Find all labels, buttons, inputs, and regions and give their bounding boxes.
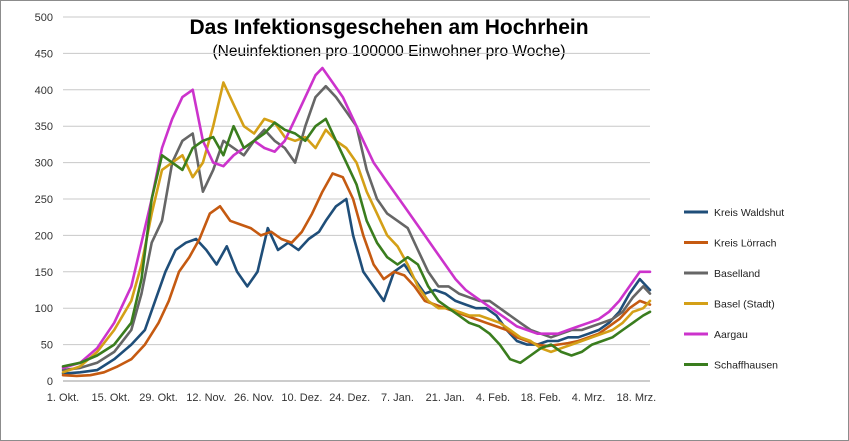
legend-label: Aargau [714, 329, 748, 341]
series-lines [61, 66, 652, 378]
y-axis-ticks: 0 50 100 150 200 250 300 350 400 450 500 [35, 12, 53, 388]
series-line-6 [61, 117, 652, 368]
x-tick-label: 29. Okt. [139, 392, 178, 404]
y-tick-label: 100 [35, 303, 53, 315]
y-tick-label: 200 [35, 230, 53, 242]
y-tick-label: 150 [35, 267, 53, 279]
series-line-1 [61, 197, 652, 375]
legend-label: Kreis Waldshut [714, 207, 784, 219]
x-tick-label: 10. Dez. [281, 392, 322, 404]
legend-label: Schaffhausen [714, 360, 778, 372]
y-tick-label: 350 [35, 121, 53, 133]
x-tick-label: 15. Okt. [92, 392, 131, 404]
x-axis-ticks: 1. Okt. 15. Okt. 29. Okt. 12. Nov. 26. Nov. 1… [47, 392, 656, 404]
legend-label: Basel (Stadt) [714, 299, 775, 311]
x-tick-label: 4. Mrz. [572, 392, 606, 404]
y-tick-label: 250 [35, 194, 53, 206]
y-tick-label: 300 [35, 158, 53, 170]
y-tick-label: 0 [47, 376, 53, 388]
x-tick-label: 7. Jan. [381, 392, 414, 404]
legend: Kreis Waldshut Kreis Lörrach Baselland Base… [684, 207, 784, 372]
legend-label: Kreis Lörrach [714, 238, 777, 250]
series-line-4 [61, 81, 652, 374]
x-tick-label: 18. Mrz. [616, 392, 656, 404]
chart-title: Das Infektionsgeschehen am Hochrhein [189, 16, 588, 39]
x-tick-label: 26. Nov. [234, 392, 274, 404]
series-line-5 [61, 66, 652, 370]
x-tick-label: 24. Dez. [329, 392, 370, 404]
legend-label: Baselland [714, 268, 760, 280]
chart-subtitle: (Neuinfektionen pro 100000 Einwohner pro… [213, 43, 566, 60]
y-tick-label: 50 [41, 340, 53, 352]
y-tick-label: 500 [35, 12, 53, 24]
series-line-2 [61, 172, 652, 378]
x-tick-label: 21. Jan. [426, 392, 465, 404]
y-tick-label: 400 [35, 85, 53, 97]
x-tick-label: 4. Feb. [476, 392, 510, 404]
y-tick-label: 450 [35, 48, 53, 60]
x-tick-label: 1. Okt. [47, 392, 79, 404]
x-tick-label: 12. Nov. [186, 392, 226, 404]
x-tick-label: 18. Feb. [521, 392, 561, 404]
